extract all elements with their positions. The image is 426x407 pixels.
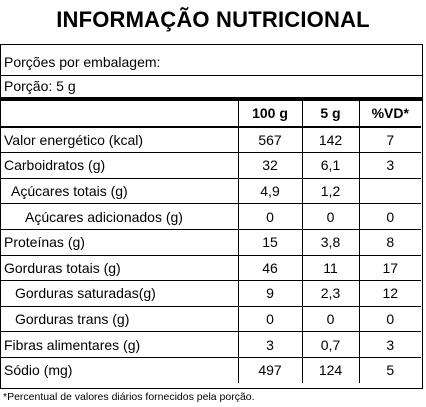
value-5g: 6,1	[301, 152, 359, 179]
table-row: Açúcares totais (g) 4,9 1,2	[1, 178, 421, 205]
value-100g: 3	[237, 331, 302, 358]
value-5g: 11	[301, 255, 359, 282]
nutrient-name: Fibras alimentares (g)	[1, 331, 238, 358]
thick-divider	[1, 97, 422, 101]
nutrient-name: Gorduras totais (g)	[1, 255, 238, 282]
value-5g: 0	[301, 306, 359, 333]
value-100g: 15	[237, 229, 302, 256]
portion-size: Porção: 5 g	[4, 78, 76, 94]
table-row: Proteínas (g) 15 3,8 8	[1, 229, 421, 256]
value-100g: 567	[237, 126, 302, 154]
footnote: *Percentual de valores diários fornecido…	[3, 391, 255, 403]
nutrition-table: 100 g 5 g %VD* Valor energético (kcal) 56…	[1, 101, 421, 383]
value-100g: 0	[237, 306, 302, 333]
table-row: Sódio (mg) 497 124 5	[1, 357, 421, 383]
header-vd: %VD*	[358, 101, 421, 128]
value-5g: 2,3	[301, 280, 359, 307]
value-vd: 12	[358, 280, 421, 307]
value-100g: 46	[237, 255, 302, 282]
table-row: Gorduras saturadas(g) 9 2,3 12	[1, 280, 421, 307]
table-row: Gorduras totais (g) 46 11 17	[1, 255, 421, 282]
nutrient-name: Gorduras saturadas(g)	[1, 280, 238, 307]
value-5g: 0,7	[301, 331, 359, 358]
value-vd: 0	[358, 306, 421, 333]
nutrient-name: Açúcares adicionados (g)	[1, 203, 238, 230]
value-5g: 142	[301, 126, 359, 154]
value-5g: 3,8	[301, 229, 359, 256]
value-vd: 3	[358, 152, 421, 179]
header-5g: 5 g	[301, 101, 359, 128]
nutrition-facts-box: Porções por embalagem: Porção: 5 g 100 g…	[0, 44, 423, 389]
table-row: Fibras alimentares (g) 3 0,7 3	[1, 331, 421, 358]
value-vd: 5	[358, 357, 421, 383]
value-vd: 8	[358, 229, 421, 256]
value-100g: 32	[237, 152, 302, 179]
value-100g: 4,9	[237, 178, 302, 205]
table-row: Valor energético (kcal) 567 142 7	[1, 126, 421, 154]
divider	[1, 75, 422, 76]
table-row: Carboidratos (g) 32 6,1 3	[1, 152, 421, 179]
value-vd: 3	[358, 331, 421, 358]
value-100g: 0	[237, 203, 302, 230]
nutrient-name: Gorduras trans (g)	[1, 306, 238, 333]
value-100g: 9	[237, 280, 302, 307]
header-blank	[1, 101, 238, 128]
value-vd: 17	[358, 255, 421, 282]
table-row: Açúcares adicionados (g) 0 0 0	[1, 203, 421, 230]
header-100g: 100 g	[237, 101, 302, 128]
table-row: Gorduras trans (g) 0 0 0	[1, 306, 421, 333]
value-vd: 0	[358, 203, 421, 230]
nutrient-name: Proteínas (g)	[1, 229, 238, 256]
value-5g: 1,2	[301, 178, 359, 205]
portions-per-package: Porções por embalagem:	[4, 54, 161, 70]
table-header-row: 100 g 5 g %VD*	[1, 101, 421, 128]
value-vd: 7	[358, 126, 421, 154]
nutrient-name: Sódio (mg)	[4, 362, 73, 379]
nutrient-name: Açúcares totais (g)	[1, 178, 238, 205]
value-vd	[358, 178, 421, 205]
value-100g: 497	[237, 357, 302, 383]
nutrient-name: Valor energético (kcal)	[1, 126, 238, 154]
value-5g: 124	[301, 357, 359, 383]
value-5g: 0	[301, 203, 359, 230]
nutrition-title: INFORMAÇÃO NUTRICIONAL	[56, 7, 370, 32]
nutrient-name: Carboidratos (g)	[1, 152, 238, 179]
